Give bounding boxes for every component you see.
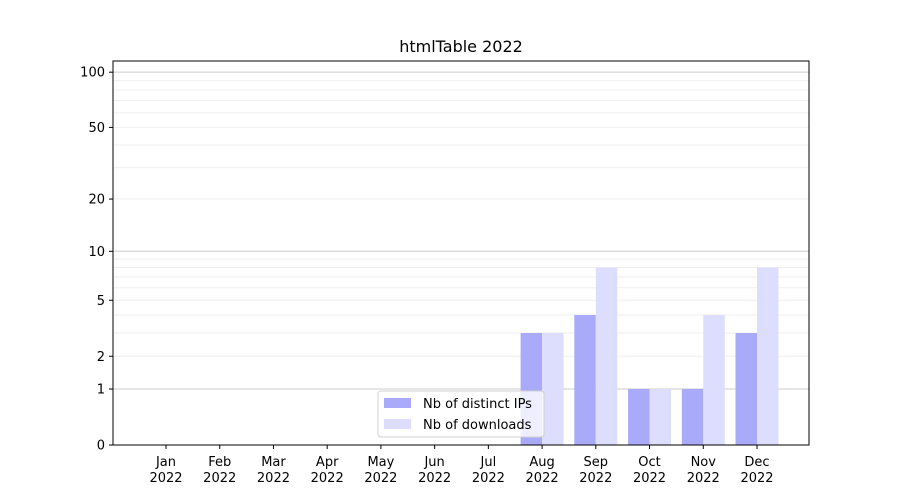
- bar-downloads: [703, 314, 725, 445]
- legend: Nb of distinct IPs Nb of downloads: [377, 390, 545, 438]
- x-tick-label: Mar 2022: [257, 455, 290, 486]
- legend-label: Nb of distinct IPs: [423, 397, 532, 412]
- bar-downloads: [542, 333, 564, 445]
- x-tick-label: Jun 2022: [418, 455, 451, 486]
- x-tick-label: Oct 2022: [633, 455, 666, 486]
- x-tick-label: Feb 2022: [203, 455, 236, 486]
- y-tick-label: 20: [88, 193, 105, 208]
- y-tick-label: 5: [97, 294, 105, 309]
- x-tick-label: May 2022: [364, 455, 397, 486]
- x-tick-label: Jul 2022: [472, 455, 505, 486]
- legend-box: [377, 390, 545, 438]
- chart-title: htmlTable 2022: [399, 37, 523, 56]
- bar-distinct-ips: [681, 389, 704, 445]
- bar-distinct-ips: [628, 389, 650, 445]
- y-tick-label: 10: [88, 245, 105, 260]
- y-tick-label: 50: [88, 121, 105, 136]
- x-tick-label: Apr 2022: [311, 455, 344, 486]
- legend-swatch: [384, 419, 411, 429]
- x-tick-label: Nov 2022: [687, 455, 720, 486]
- bar-downloads: [757, 267, 779, 445]
- legend-label: Nb of downloads: [423, 418, 532, 433]
- bar-distinct-ips: [735, 333, 757, 445]
- bar-downloads: [649, 389, 672, 445]
- x-tick-label: Dec 2022: [740, 455, 773, 486]
- x-tick-label: Sep 2022: [579, 455, 612, 486]
- bar-distinct-ips: [574, 314, 596, 445]
- y-tick-label: 100: [80, 66, 105, 81]
- x-tick-label: Jan 2022: [149, 455, 182, 486]
- y-tick-label: 1: [97, 383, 105, 398]
- y-tick-label: 0: [97, 439, 105, 454]
- plot-frame: [112, 60, 810, 446]
- x-tick-label: Aug 2022: [526, 455, 559, 486]
- y-tick-label: 2: [97, 350, 105, 365]
- bar-downloads: [595, 267, 618, 445]
- legend-swatch: [384, 398, 411, 408]
